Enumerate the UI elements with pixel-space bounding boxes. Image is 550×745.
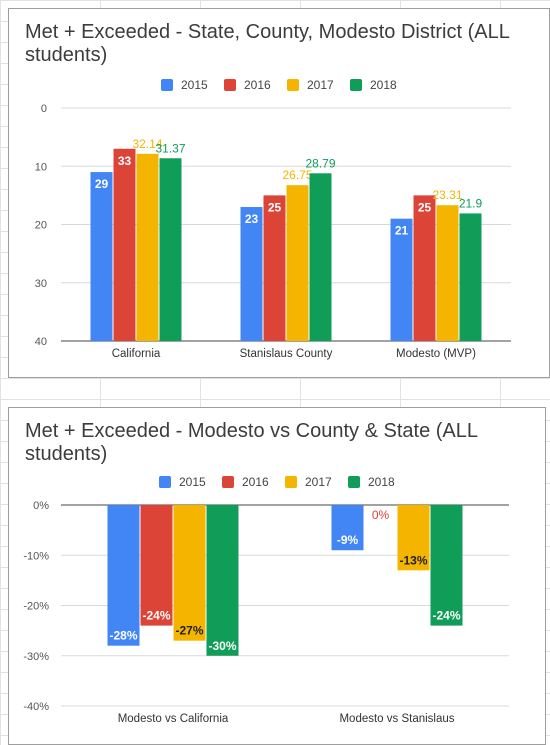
legend-item-2016: 2016: [222, 472, 269, 492]
legend-swatch-2016: [222, 476, 234, 488]
chart-state-county-modesto[interactable]: Met + Exceeded - State, County, Modesto …: [8, 8, 550, 378]
legend-item-2017: 2017: [287, 75, 334, 95]
data-label-2017: 23.31: [432, 188, 462, 202]
x-category-label: Stanislaus County: [240, 348, 333, 360]
legend-swatch-2018: [348, 476, 360, 488]
data-label-2017: -13%: [399, 553, 427, 567]
data-label-2018: -30%: [208, 639, 236, 653]
data-label-2016: 0%: [372, 508, 390, 522]
y-tick-label: 20: [35, 220, 47, 232]
legend-label-2016: 2016: [244, 78, 271, 92]
legend-item-2016: 2016: [224, 75, 271, 95]
legend-label-2016: 2016: [242, 475, 269, 489]
bar-2017: [397, 505, 430, 571]
legend-item-2015: 2015: [159, 472, 206, 492]
bar-2015: [240, 207, 263, 341]
bar-2016: [113, 148, 136, 341]
bar-2015: [107, 505, 140, 646]
bar-2018: [459, 213, 482, 341]
legend-swatch-2018: [350, 79, 362, 91]
data-label-2015: 21: [395, 224, 409, 238]
chart-legend: 2015 2016 2017 2018: [9, 472, 545, 492]
legend-swatch-2016: [224, 79, 236, 91]
x-category-label: Modesto (MVP): [396, 348, 476, 360]
x-category-label: Modesto vs Stanislaus: [339, 713, 454, 725]
bar-2015: [390, 218, 413, 341]
bar-2015: [331, 505, 364, 551]
y-tick-label: -40%: [23, 701, 49, 713]
legend-swatch-2015: [161, 79, 173, 91]
x-category-label: California: [112, 348, 161, 360]
y-tick-label: 0: [41, 103, 47, 115]
bar-2018: [159, 158, 182, 341]
chart-title: Met + Exceeded - State, County, Modesto …: [25, 21, 510, 66]
legend-item-2018: 2018: [350, 75, 397, 95]
legend-label-2018: 2018: [368, 475, 395, 489]
data-label-2018: -24%: [432, 609, 460, 623]
legend-label-2015: 2015: [181, 78, 208, 92]
data-label-2015: 23: [245, 212, 259, 226]
bar-2016: [140, 505, 173, 626]
legend-label-2018: 2018: [370, 78, 397, 92]
legend-item-2015: 2015: [161, 75, 208, 95]
data-label-2018: 28.79: [305, 156, 335, 170]
data-label-2016: 25: [418, 200, 432, 214]
bar-2016: [413, 195, 436, 341]
y-tick-label: 10: [35, 161, 47, 173]
bar-2017: [173, 505, 206, 641]
data-label-2018: 31.37: [155, 141, 185, 155]
x-category-label: Modesto vs California: [118, 713, 229, 725]
y-tick-label: 0%: [33, 500, 49, 512]
legend-swatch-2017: [285, 476, 297, 488]
legend-swatch-2015: [159, 476, 171, 488]
y-tick-label: 30: [35, 278, 47, 290]
y-tick-label: 40: [35, 336, 47, 348]
data-label-2017: 32.14: [132, 137, 162, 151]
y-tick-label: -30%: [23, 651, 49, 663]
bar-2018: [430, 505, 463, 626]
chart-modesto-vs-county-state[interactable]: Met + Exceeded - Modesto vs County & Sta…: [8, 407, 546, 745]
bar-2017: [136, 153, 159, 341]
bar-2018: [309, 173, 332, 341]
data-label-2017: -27%: [175, 624, 203, 638]
data-label-2018: 21.9: [459, 196, 483, 210]
legend-swatch-2017: [287, 79, 299, 91]
chart-legend: 2015 2016 2017 2018: [9, 75, 549, 95]
legend-item-2017: 2017: [285, 472, 332, 492]
bar-2017: [286, 185, 309, 341]
y-tick-label: -20%: [23, 601, 49, 613]
data-label-2016: -24%: [142, 609, 170, 623]
bar-2018: [206, 505, 239, 656]
bar-2016: [263, 195, 286, 341]
data-label-2015: 29: [95, 177, 109, 191]
legend-label-2017: 2017: [305, 475, 332, 489]
data-label-2015: -28%: [109, 629, 137, 643]
legend-item-2018: 2018: [348, 472, 395, 492]
chart-title: Met + Exceeded - Modesto vs County & Sta…: [25, 420, 478, 465]
data-label-2016: 33: [118, 154, 132, 168]
y-tick-label: -10%: [23, 550, 49, 562]
data-label-2016: 25: [268, 200, 282, 214]
data-label-2015: -9%: [337, 533, 359, 547]
data-label-2017: 26.75: [282, 168, 312, 182]
bar-2015: [90, 172, 113, 341]
bar-2017: [436, 205, 459, 341]
legend-label-2015: 2015: [179, 475, 206, 489]
legend-label-2017: 2017: [307, 78, 334, 92]
chart-plot-area: 0% -10% -20% -30% -40% Modesto vs California -…: [23, 500, 509, 725]
